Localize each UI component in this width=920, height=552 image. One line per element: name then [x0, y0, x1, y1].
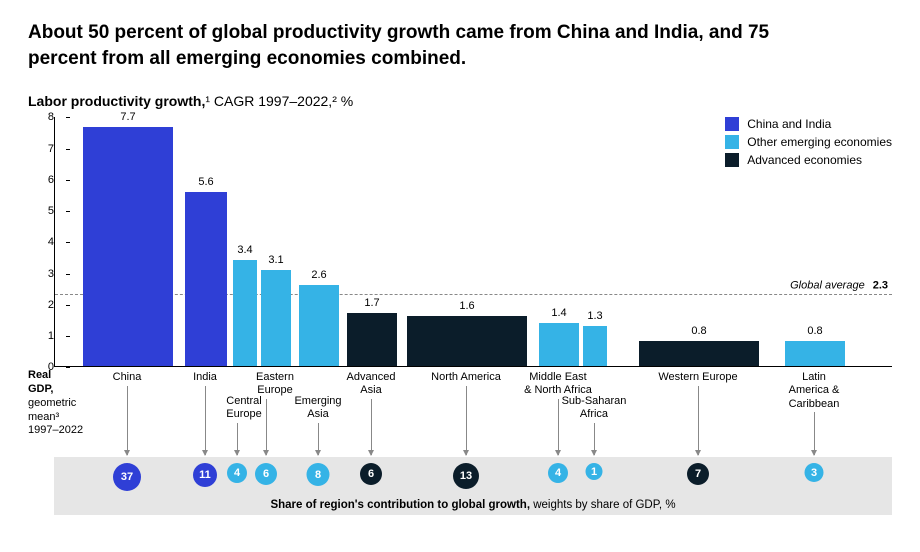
bar-latam: 0.8 [785, 341, 845, 366]
contribution-bubble-emerging-asia: 8 [307, 463, 330, 486]
contribution-bubble-china: 37 [113, 463, 141, 491]
bar-china: 7.7 [83, 127, 173, 367]
bar-western-europe: 0.8 [639, 341, 759, 366]
leader-line [594, 423, 595, 455]
bar-value-label: 1.3 [587, 310, 602, 322]
subtitle-strong: Labor productivity growth, [28, 93, 205, 109]
contribution-bubble-north-america: 13 [453, 463, 479, 489]
x-axis-labels: Real GDP, geometric mean³ 1997–2022 Chin… [54, 367, 892, 457]
contribution-strip: Share of region's contribution to global… [54, 457, 892, 515]
x-label-india: India [193, 371, 217, 384]
contribution-bubble-eastern-europe: 6 [255, 463, 277, 485]
leader-line [205, 386, 206, 455]
x-label-advanced-asia: AdvancedAsia [347, 371, 396, 397]
bar-emerging-asia: 2.6 [299, 285, 339, 366]
x-label-central-europe: CentralEurope [226, 395, 261, 421]
note-line: geometric [28, 397, 76, 409]
bar-value-label: 0.8 [807, 325, 822, 337]
bar-value-label: 1.4 [551, 307, 566, 319]
bar-eastern-europe: 3.1 [261, 270, 291, 366]
contribution-caption-bold: Share of region's contribution to global… [270, 499, 530, 511]
y-axis: 012345678 [34, 117, 54, 367]
bar-value-label: 1.7 [364, 297, 379, 309]
leader-line [814, 412, 815, 455]
x-label-north-america: North America [431, 371, 501, 384]
chart-subtitle: Labor productivity growth,¹ CAGR 1997–20… [28, 93, 892, 109]
leader-line [371, 399, 372, 455]
bar-value-label: 0.8 [691, 325, 706, 337]
x-label-emerging-asia: EmergingAsia [294, 395, 341, 421]
bar-value-label: 2.6 [311, 269, 326, 281]
x-label-ssa: Sub-SaharanAfrica [562, 395, 627, 421]
bar-ssa: 1.3 [583, 326, 607, 366]
contribution-caption: Share of region's contribution to global… [54, 499, 892, 511]
bar-advanced-asia: 1.7 [347, 313, 397, 366]
note-line: 1997–2022 [28, 424, 83, 436]
x-label-eastern-europe: EasternEurope [256, 371, 294, 397]
x-label-china: China [113, 371, 142, 384]
contribution-bubble-ssa: 1 [586, 463, 603, 480]
contribution-bubble-western-europe: 7 [687, 463, 709, 485]
bar-central-europe: 3.4 [233, 260, 257, 366]
bar-value-label: 3.4 [237, 244, 252, 256]
contribution-bubble-india: 11 [193, 463, 217, 487]
leader-line [237, 423, 238, 455]
x-label-latam: LatinAmerica &Caribbean [789, 371, 840, 411]
bars-container: 7.75.63.43.12.61.71.61.41.30.80.8 [55, 117, 892, 366]
bar-value-label: 7.7 [120, 111, 135, 123]
x-axis-note: Real GDP, geometric mean³ 1997–2022 [28, 369, 98, 438]
bar-north-america: 1.6 [407, 316, 527, 366]
bar-value-label: 1.6 [459, 300, 474, 312]
leader-line [466, 386, 467, 455]
chart-area: China and IndiaOther emerging economiesA… [54, 117, 892, 367]
subtitle-rest: ¹ CAGR 1997–2022,² % [205, 93, 353, 109]
contribution-bubble-latam: 3 [805, 463, 824, 482]
leader-line [698, 386, 699, 455]
contribution-caption-rest: weights by share of GDP, % [530, 499, 676, 511]
chart-title: About 50 percent of global productivity … [28, 20, 788, 71]
leader-line [266, 399, 267, 455]
bar-value-label: 3.1 [268, 254, 283, 266]
bar-india: 5.6 [185, 192, 227, 366]
note-line: GDP, [28, 383, 53, 395]
leader-line [318, 423, 319, 455]
note-line: mean³ [28, 411, 59, 423]
note-line: Real [28, 369, 51, 381]
bar-value-label: 5.6 [198, 176, 213, 188]
x-label-me-na: Middle East& North Africa [524, 371, 592, 397]
plot-area: Global average2.3 7.75.63.43.12.61.71.61… [54, 117, 892, 367]
x-label-western-europe: Western Europe [658, 371, 737, 384]
contribution-bubble-central-europe: 4 [227, 463, 247, 483]
bar-me-na: 1.4 [539, 323, 579, 367]
contribution-bubble-me-na: 4 [548, 463, 568, 483]
contribution-bubble-advanced-asia: 6 [360, 463, 382, 485]
leader-line [558, 399, 559, 455]
leader-line [127, 386, 128, 455]
